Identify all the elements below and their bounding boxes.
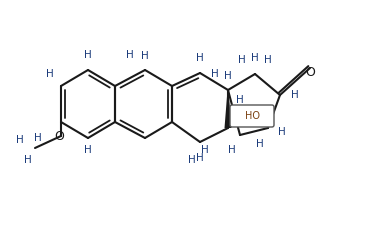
Text: H: H [264,55,272,65]
Text: H: H [196,153,204,163]
Text: H: H [84,50,92,60]
Text: H: H [236,95,244,105]
Text: H: H [224,71,232,81]
Text: H: H [278,127,286,137]
Text: H: H [256,139,264,149]
Text: O: O [305,66,315,79]
Text: H: H [251,53,259,63]
Text: H: H [46,69,54,79]
Text: H: H [188,155,196,165]
Text: H: H [266,111,274,121]
Text: H: H [291,90,299,100]
Text: H: H [141,51,149,61]
Text: H: H [84,145,92,155]
Text: H: H [228,145,236,155]
Text: H: H [16,135,24,145]
Text: H: H [34,133,42,143]
FancyBboxPatch shape [230,105,274,127]
Text: O: O [54,130,64,143]
Text: H: H [126,50,134,60]
Text: H: H [211,69,219,79]
Text: H: H [238,55,246,65]
Text: H: H [201,145,209,155]
Text: H: H [24,155,32,165]
Text: H: H [196,53,204,63]
Polygon shape [225,90,232,128]
Text: HO: HO [244,111,259,121]
